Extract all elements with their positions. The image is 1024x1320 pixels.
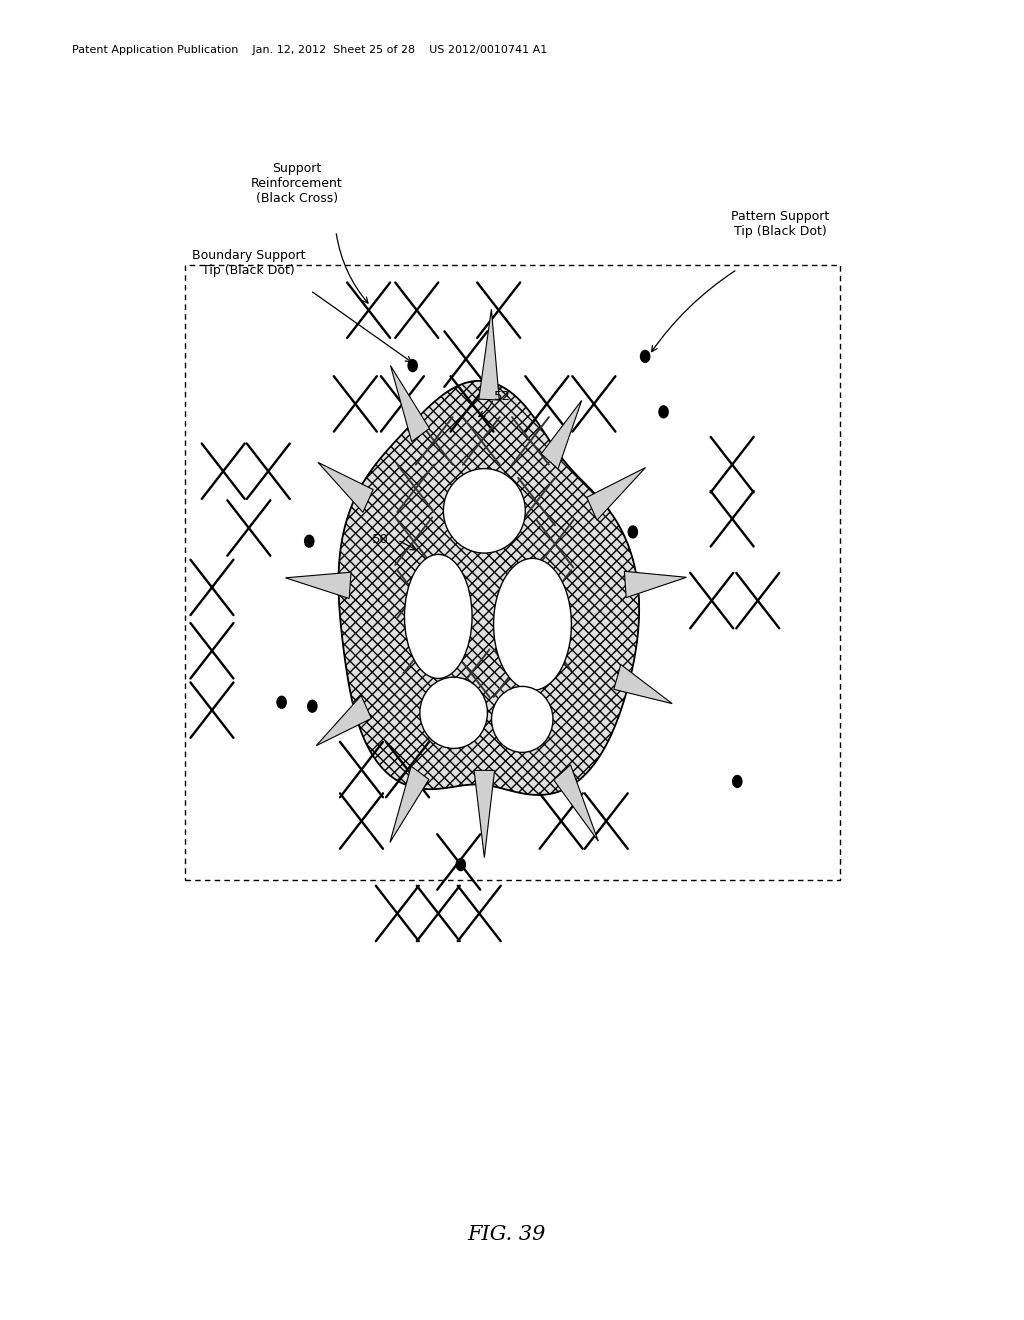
Polygon shape [479,309,500,400]
Ellipse shape [492,686,553,752]
Ellipse shape [494,558,571,690]
Circle shape [305,536,313,548]
Text: 52: 52 [494,389,511,403]
Polygon shape [339,380,639,795]
Circle shape [659,407,668,418]
Ellipse shape [420,677,487,748]
Circle shape [629,525,637,539]
Polygon shape [613,664,672,704]
Polygon shape [587,467,645,520]
Ellipse shape [443,469,525,553]
Polygon shape [316,696,372,746]
Circle shape [307,700,317,713]
Polygon shape [390,366,429,442]
Polygon shape [625,572,686,598]
Bar [185,265,840,880]
Text: FIG. 39: FIG. 39 [468,1225,546,1243]
Polygon shape [542,400,582,469]
Text: Pattern Support
Tip (Black Dot): Pattern Support Tip (Black Dot) [731,210,829,238]
Polygon shape [390,766,429,842]
Circle shape [457,859,465,871]
Polygon shape [554,764,598,841]
Text: Boundary Support
Tip (Black Dot): Boundary Support Tip (Black Dot) [193,249,305,277]
Circle shape [408,359,418,372]
Text: Patent Application Publication    Jan. 12, 2012  Sheet 25 of 28    US 2012/00107: Patent Application Publication Jan. 12, … [72,45,547,55]
Text: Support
Reinforcement
(Black Cross): Support Reinforcement (Black Cross) [251,161,343,205]
Polygon shape [474,771,495,858]
Circle shape [641,350,649,363]
Polygon shape [318,462,373,512]
Circle shape [276,697,287,708]
Text: 50: 50 [373,533,389,546]
Ellipse shape [404,554,472,678]
Polygon shape [286,572,351,598]
Circle shape [733,776,741,787]
